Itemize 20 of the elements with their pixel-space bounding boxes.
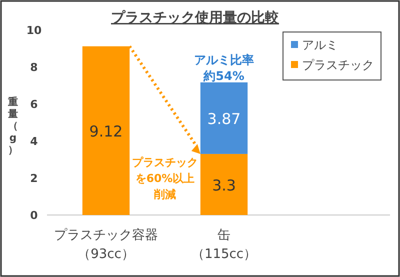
bar [82,46,130,215]
y-tick-label: 0 [30,209,38,222]
x-tick-label: プラスチック容器（93cc） [54,227,158,262]
annotation: プラスチックを60%以上削減 [132,156,198,201]
y-tick-label: 8 [30,61,38,74]
legend-label: アルミ [302,38,338,52]
y-axis-title: 重量（g） [7,96,18,156]
bar [200,154,248,215]
y-tick-label: 6 [30,98,38,111]
y-tick-label: 2 [30,172,38,185]
chart-title: プラスチック使用量の比較 [111,9,280,26]
y-tick-label: 10 [26,24,42,37]
bar [200,82,248,154]
y-tick-label: 4 [30,135,38,148]
data-label: 3.3 [212,176,236,194]
legend-label: プラスチック [302,58,374,72]
data-label: 9.12 [89,122,123,141]
x-tick-label: 缶（115cc） [191,228,257,262]
data-label: 3.87 [207,110,241,128]
annotation: アルミ比率約54% [194,53,254,83]
